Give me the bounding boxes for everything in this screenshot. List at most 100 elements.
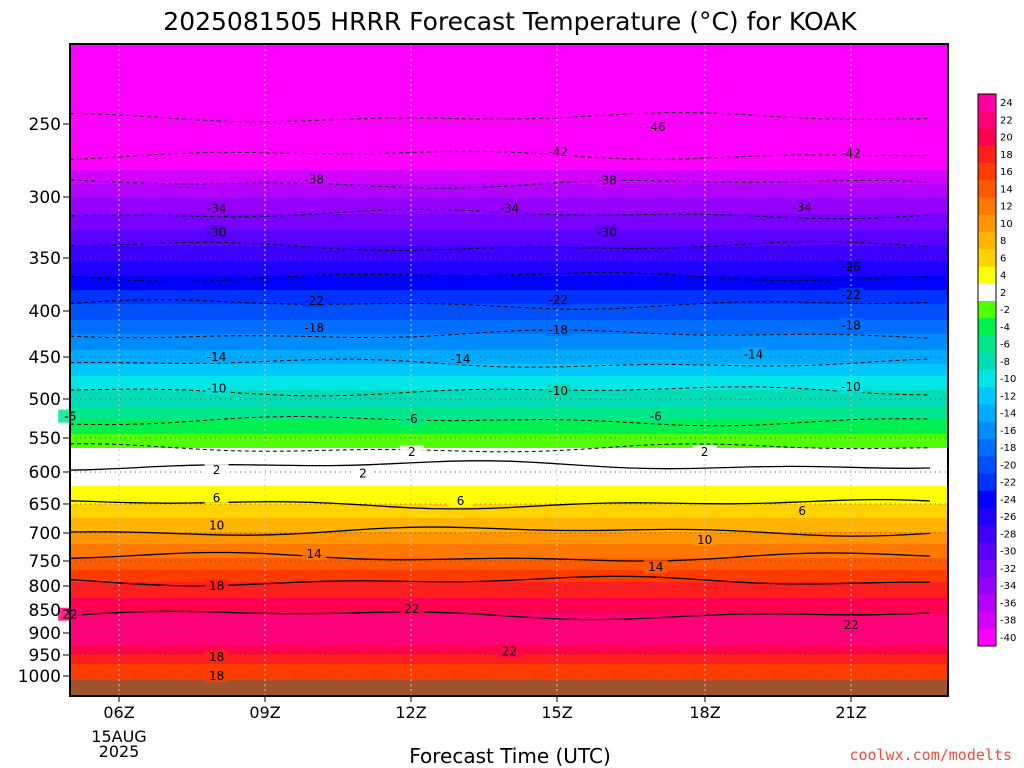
temperature-band	[70, 192, 948, 195]
temperature-band	[70, 286, 948, 289]
temperature-band	[70, 296, 948, 299]
contour-label-bg	[595, 225, 619, 239]
temperature-band	[70, 402, 948, 405]
contour-label-bg	[399, 411, 424, 425]
temperature-band	[70, 238, 948, 241]
y-tick-label: 550	[29, 429, 61, 449]
temperature-band	[70, 126, 948, 129]
temperature-band	[70, 362, 948, 365]
colorbar-label: -18	[1000, 443, 1016, 454]
contour-label-bg	[302, 172, 327, 186]
grid-lines	[70, 44, 948, 696]
colorbar-swatch	[978, 387, 996, 405]
contour-label-bg	[204, 463, 229, 477]
temperature-band	[70, 604, 948, 607]
temperature-band	[70, 154, 948, 157]
temperature-band	[70, 228, 948, 231]
temperature-band	[70, 546, 948, 549]
colorbar-label: 24	[1000, 98, 1013, 109]
colorbar-swatch	[978, 594, 996, 612]
temperature-band	[70, 394, 948, 397]
temperature-band	[70, 404, 948, 407]
contour-label-bg	[204, 518, 229, 532]
x-tick-label: 06Z	[103, 703, 134, 722]
colorbar-swatch	[978, 542, 996, 561]
temperature-band	[70, 624, 948, 627]
temperature-band	[70, 360, 948, 363]
temperature-band	[70, 458, 948, 461]
temperature-band	[70, 534, 948, 537]
colorbar-label: -38	[1000, 616, 1016, 627]
temperature-band	[70, 104, 948, 107]
colorbar-swatch	[978, 163, 996, 181]
temperature-band	[70, 494, 948, 497]
temperature-band	[70, 600, 948, 603]
contour-label-bg	[204, 201, 229, 215]
y-tick-label: 800	[29, 577, 61, 597]
y-tick-label: 350	[29, 249, 61, 269]
temperature-band	[70, 612, 948, 615]
temperature-band	[70, 284, 948, 287]
temperature-band	[70, 166, 948, 169]
contour-label: -10	[841, 380, 861, 394]
temperature-band	[70, 124, 948, 127]
temperature-band	[70, 576, 948, 579]
temperature-band	[70, 306, 948, 309]
temperature-band	[70, 54, 948, 57]
temperature-band	[70, 236, 948, 239]
temperature-band	[70, 396, 948, 399]
colorbar-swatch	[978, 439, 996, 457]
y-tick-label: 300	[29, 188, 61, 208]
contour-label-bg	[448, 493, 473, 507]
temperature-band	[70, 390, 948, 393]
ground-fill-rect	[70, 680, 948, 696]
temperature-band	[70, 476, 948, 479]
temperature-band	[70, 288, 948, 291]
contour-label: -34	[500, 202, 520, 216]
temperature-band	[70, 246, 948, 249]
temperature-band	[70, 72, 948, 75]
temperature-band	[70, 636, 948, 639]
contour-label: 14	[307, 547, 322, 561]
contour-label-bg	[790, 200, 815, 214]
colorbar-swatch	[978, 628, 996, 647]
temperature-band	[70, 592, 948, 595]
temperature-band	[70, 512, 948, 515]
temperature-band	[70, 76, 948, 79]
contour-line	[69, 112, 931, 123]
temperature-band	[70, 80, 948, 83]
temperature-band	[70, 478, 948, 481]
temperature-band	[70, 300, 948, 303]
temperature-band	[70, 294, 948, 297]
temperature-band	[70, 372, 948, 375]
temperature-band	[70, 614, 948, 617]
temperature-band	[70, 508, 948, 511]
temperature-band	[70, 188, 948, 191]
contour-label-bg	[351, 466, 375, 480]
temperature-band	[70, 46, 948, 49]
temperature-band	[70, 280, 948, 283]
x-tick-label: 09Z	[249, 703, 280, 722]
temperature-band	[70, 142, 948, 145]
contour-label: 18	[209, 579, 224, 593]
temperature-band	[70, 326, 948, 329]
contour-line	[69, 415, 931, 427]
temperature-band	[70, 344, 948, 347]
y-tick-label: 850	[29, 601, 61, 621]
temperature-band	[70, 90, 948, 93]
contour-label: 2	[408, 445, 416, 459]
y-tick-label: 600	[29, 463, 61, 483]
plot-frame	[69, 43, 949, 697]
temperature-band	[70, 392, 948, 395]
contour-label: 2	[213, 463, 221, 477]
ground-fill	[70, 680, 948, 696]
contour-label: -22	[548, 293, 568, 307]
temperature-band	[70, 122, 948, 125]
temperature-band	[70, 274, 948, 277]
temperature-band	[70, 488, 948, 491]
temperature-band	[70, 78, 948, 81]
temperature-band	[70, 248, 948, 251]
temperature-band	[70, 596, 948, 599]
temperature-band	[70, 554, 948, 557]
